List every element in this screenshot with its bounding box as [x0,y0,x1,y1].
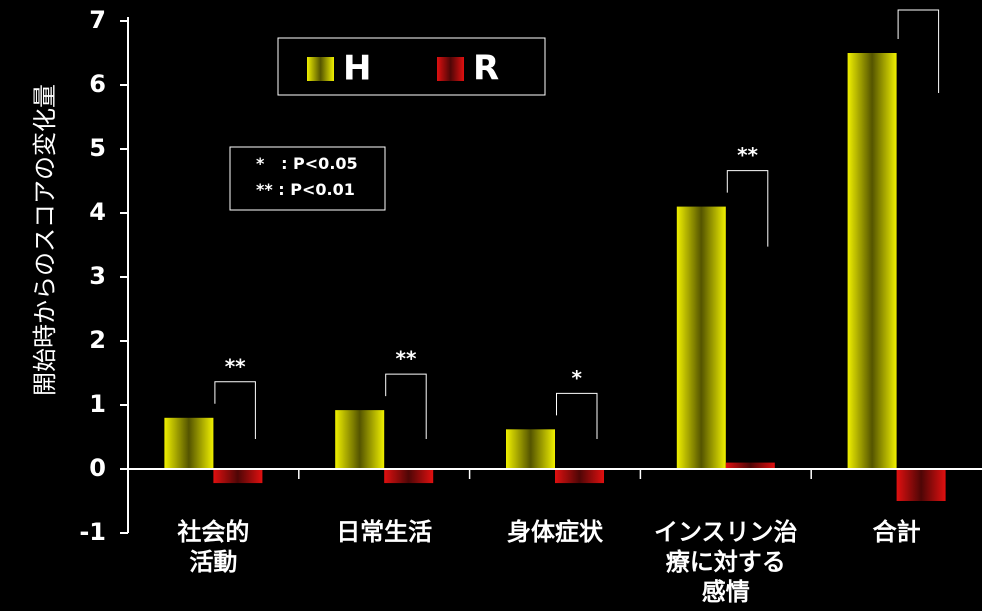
bar [335,410,385,469]
significance-bracket [214,381,256,439]
note-text: * : P<0.05 [256,154,358,173]
legend-label: H [343,49,371,89]
note-text: ** : P<0.01 [256,180,355,199]
legend-label: R [473,49,499,89]
x-tick-label: 合計 [872,518,921,546]
bar [164,417,214,469]
significance-label: ** [395,347,416,371]
x-tick-label: 社会的 活動 [177,518,250,576]
significance-label: ** [225,354,246,378]
significance-bracket [385,373,427,439]
y-tick-label: 0 [89,454,106,482]
bar [725,462,775,469]
bar [506,429,555,469]
x-tick-label: 日常生活 [336,518,433,546]
significance-label: ** [737,143,758,167]
legend-box [277,37,546,96]
bar [847,53,897,469]
y-tick-label: 4 [89,198,106,226]
y-tick-label: 5 [89,134,106,162]
bar [213,469,263,484]
significance-bracket [556,392,598,439]
y-tick-label: 2 [89,326,106,354]
legend-swatch [307,57,334,81]
y-tick-label: 6 [89,70,106,98]
x-tick-label: インスリン治 療に対する 感情 [654,518,798,606]
significance-label: * [572,366,583,390]
bar [555,469,604,484]
note-box [229,146,386,211]
legend-swatch [437,57,464,81]
bar [384,469,434,484]
y-tick-label: 1 [89,390,106,418]
y-tick-label: 3 [89,262,106,290]
y-axis-label: 開始時からのスコアの変化量 [31,84,59,396]
bar [676,206,726,469]
significance-bracket [897,9,940,93]
significance-bracket [726,170,769,247]
bar [896,469,946,501]
y-tick-label: 7 [89,6,106,34]
x-tick-label: 身体症状 [507,518,603,546]
y-tick-label: -1 [79,518,106,546]
